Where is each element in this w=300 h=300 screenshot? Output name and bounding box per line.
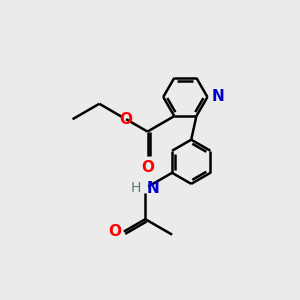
Text: O: O — [108, 224, 121, 239]
Text: N: N — [147, 181, 160, 196]
Text: O: O — [141, 160, 154, 175]
Text: H: H — [131, 181, 142, 195]
Text: O: O — [120, 112, 133, 127]
Text: N: N — [211, 89, 224, 104]
